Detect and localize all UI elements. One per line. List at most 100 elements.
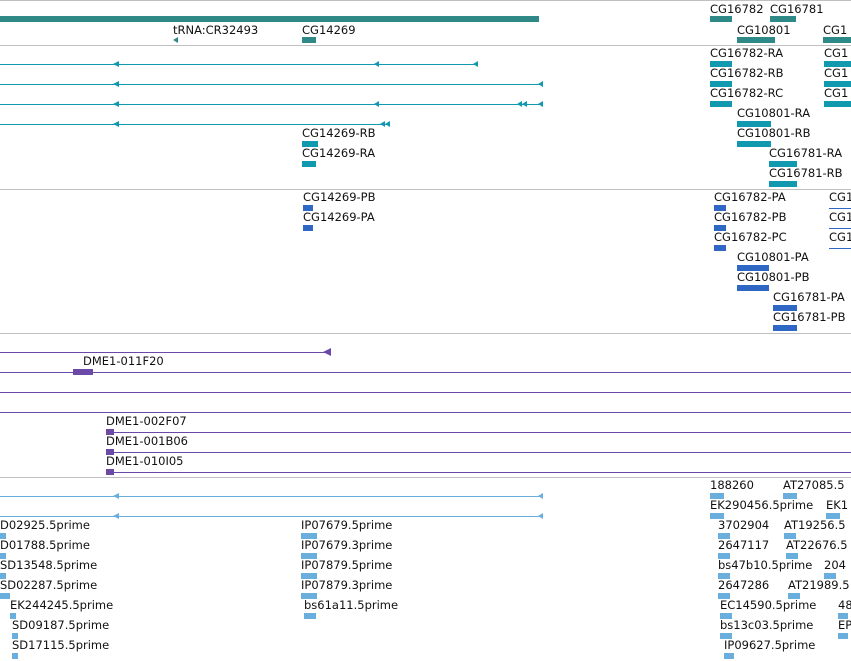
- clone-feature[interactable]: [73, 369, 93, 375]
- clone-feature[interactable]: [106, 449, 114, 455]
- est-feature[interactable]: [783, 493, 797, 499]
- protein-label[interactable]: CG10801-PA: [737, 250, 809, 264]
- est-feature[interactable]: [12, 633, 18, 639]
- protein-feature[interactable]: [303, 205, 313, 211]
- clone-line[interactable]: [0, 352, 330, 353]
- gene-feature[interactable]: [302, 37, 316, 43]
- gene-label[interactable]: tRNA:CR32493: [173, 23, 259, 37]
- gene-feature[interactable]: [710, 16, 732, 22]
- transcript-label[interactable]: CG16781-RA: [769, 146, 843, 160]
- transcript-feature[interactable]: [710, 61, 732, 67]
- est-feature[interactable]: [710, 513, 724, 519]
- protein-label[interactable]: CG1: [829, 210, 851, 224]
- est-label[interactable]: EK244245.5prime: [10, 598, 114, 612]
- protein-feature[interactable]: [714, 225, 726, 231]
- est-label[interactable]: 48: [838, 598, 851, 612]
- clone-line[interactable]: [0, 412, 851, 413]
- clone-feature[interactable]: [106, 429, 114, 435]
- protein-line[interactable]: [829, 228, 851, 229]
- gene-label[interactable]: CG16781: [770, 2, 824, 16]
- est-label[interactable]: EK1: [826, 498, 849, 512]
- clone-label[interactable]: DME1-010I05: [106, 454, 184, 468]
- gene-label[interactable]: CG16782: [710, 2, 764, 16]
- est-feature[interactable]: [718, 573, 730, 579]
- gene-label[interactable]: CG10801: [737, 23, 791, 37]
- protein-label[interactable]: CG14269-PB: [303, 190, 376, 204]
- clone-line[interactable]: [0, 372, 851, 373]
- protein-feature[interactable]: [303, 225, 313, 231]
- transcript-label[interactable]: CG16781-RB: [769, 166, 843, 180]
- clone-feature[interactable]: [106, 469, 114, 475]
- clone-label[interactable]: DME1-011F20: [83, 354, 164, 368]
- transcript-label[interactable]: CG16782-RB: [710, 66, 784, 80]
- clone-line[interactable]: [106, 432, 851, 433]
- clone-line[interactable]: [106, 452, 851, 453]
- est-feature[interactable]: [724, 653, 734, 659]
- transcript-feature[interactable]: [769, 181, 797, 187]
- est-feature[interactable]: [0, 553, 6, 559]
- protein-feature[interactable]: [773, 305, 797, 311]
- est-label[interactable]: 2647117: [718, 538, 770, 552]
- est-label[interactable]: D01788.5prime: [0, 538, 90, 552]
- gene-feature[interactable]: [173, 37, 178, 43]
- protein-feature[interactable]: [714, 205, 726, 211]
- clone-label[interactable]: DME1-001B06: [106, 434, 188, 448]
- est-label[interactable]: IP07679.5prime: [301, 518, 393, 532]
- est-feature[interactable]: [786, 553, 798, 559]
- est-label[interactable]: EC14590.5prime: [720, 598, 817, 612]
- est-feature[interactable]: [301, 573, 317, 579]
- est-feature[interactable]: [301, 553, 317, 559]
- est-feature[interactable]: [826, 513, 840, 519]
- transcript-label[interactable]: CG1: [824, 46, 849, 60]
- est-feature[interactable]: [838, 633, 848, 639]
- transcript-line[interactable]: [0, 124, 390, 125]
- est-label[interactable]: 2647286: [718, 578, 770, 592]
- gene-label[interactable]: CG14269: [302, 23, 356, 37]
- transcript-line[interactable]: [0, 84, 543, 85]
- est-label[interactable]: IP07879.5prime: [301, 558, 393, 572]
- transcript-feature[interactable]: [302, 141, 318, 147]
- protein-feature[interactable]: [737, 285, 769, 291]
- transcript-feature[interactable]: [710, 101, 732, 107]
- est-label[interactable]: D02925.5prime: [0, 518, 90, 532]
- est-label[interactable]: IP07679.3prime: [301, 538, 393, 552]
- est-feature[interactable]: [710, 493, 724, 499]
- transcript-feature[interactable]: [769, 161, 797, 167]
- est-feature[interactable]: [718, 593, 730, 599]
- transcript-feature[interactable]: [824, 101, 851, 107]
- clone-line[interactable]: [0, 392, 851, 393]
- est-feature[interactable]: [838, 613, 848, 619]
- est-label[interactable]: IP07879.3prime: [301, 578, 393, 592]
- est-feature[interactable]: [301, 533, 317, 539]
- est-label[interactable]: SD13548.5prime: [0, 558, 98, 572]
- protein-label[interactable]: CG14269-PA: [303, 210, 375, 224]
- est-label[interactable]: 204: [824, 558, 846, 572]
- est-line[interactable]: [0, 516, 543, 517]
- protein-label[interactable]: CG1: [829, 190, 851, 204]
- transcript-label[interactable]: CG16782-RC: [710, 86, 784, 100]
- protein-line[interactable]: [829, 208, 851, 209]
- gene-feature[interactable]: [823, 37, 851, 43]
- protein-feature[interactable]: [773, 325, 797, 331]
- protein-label[interactable]: CG16782-PB: [714, 210, 787, 224]
- protein-label[interactable]: CG1: [829, 230, 851, 244]
- est-feature[interactable]: [720, 613, 732, 619]
- transcript-label[interactable]: CG10801-RA: [737, 106, 811, 120]
- est-label[interactable]: SD09187.5prime: [12, 618, 110, 632]
- transcript-label[interactable]: CG14269-RA: [302, 146, 376, 160]
- est-label[interactable]: EP: [838, 618, 851, 632]
- est-feature[interactable]: [788, 593, 800, 599]
- est-feature[interactable]: [304, 613, 316, 619]
- est-label[interactable]: AT22676.5: [786, 538, 848, 552]
- est-feature[interactable]: [10, 613, 16, 619]
- transcript-label[interactable]: CG10801-RB: [737, 126, 811, 140]
- transcript-label[interactable]: CG14269-RB: [302, 126, 376, 140]
- transcript-label[interactable]: CG1: [824, 86, 849, 100]
- transcript-line[interactable]: [0, 104, 543, 105]
- gene-label[interactable]: CG1: [823, 23, 848, 37]
- clone-label[interactable]: DME1-002F07: [106, 414, 187, 428]
- transcript-feature[interactable]: [710, 81, 732, 87]
- protein-line[interactable]: [829, 248, 851, 249]
- transcript-feature[interactable]: [824, 81, 851, 87]
- est-label[interactable]: AT19256.5: [784, 518, 846, 532]
